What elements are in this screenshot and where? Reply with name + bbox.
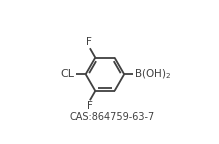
Text: F: F [87,101,93,111]
Text: B(OH)$_2$: B(OH)$_2$ [134,67,172,81]
Text: CAS:864759-63-7: CAS:864759-63-7 [69,112,154,122]
Text: CL: CL [60,69,74,79]
Text: F: F [86,37,92,47]
